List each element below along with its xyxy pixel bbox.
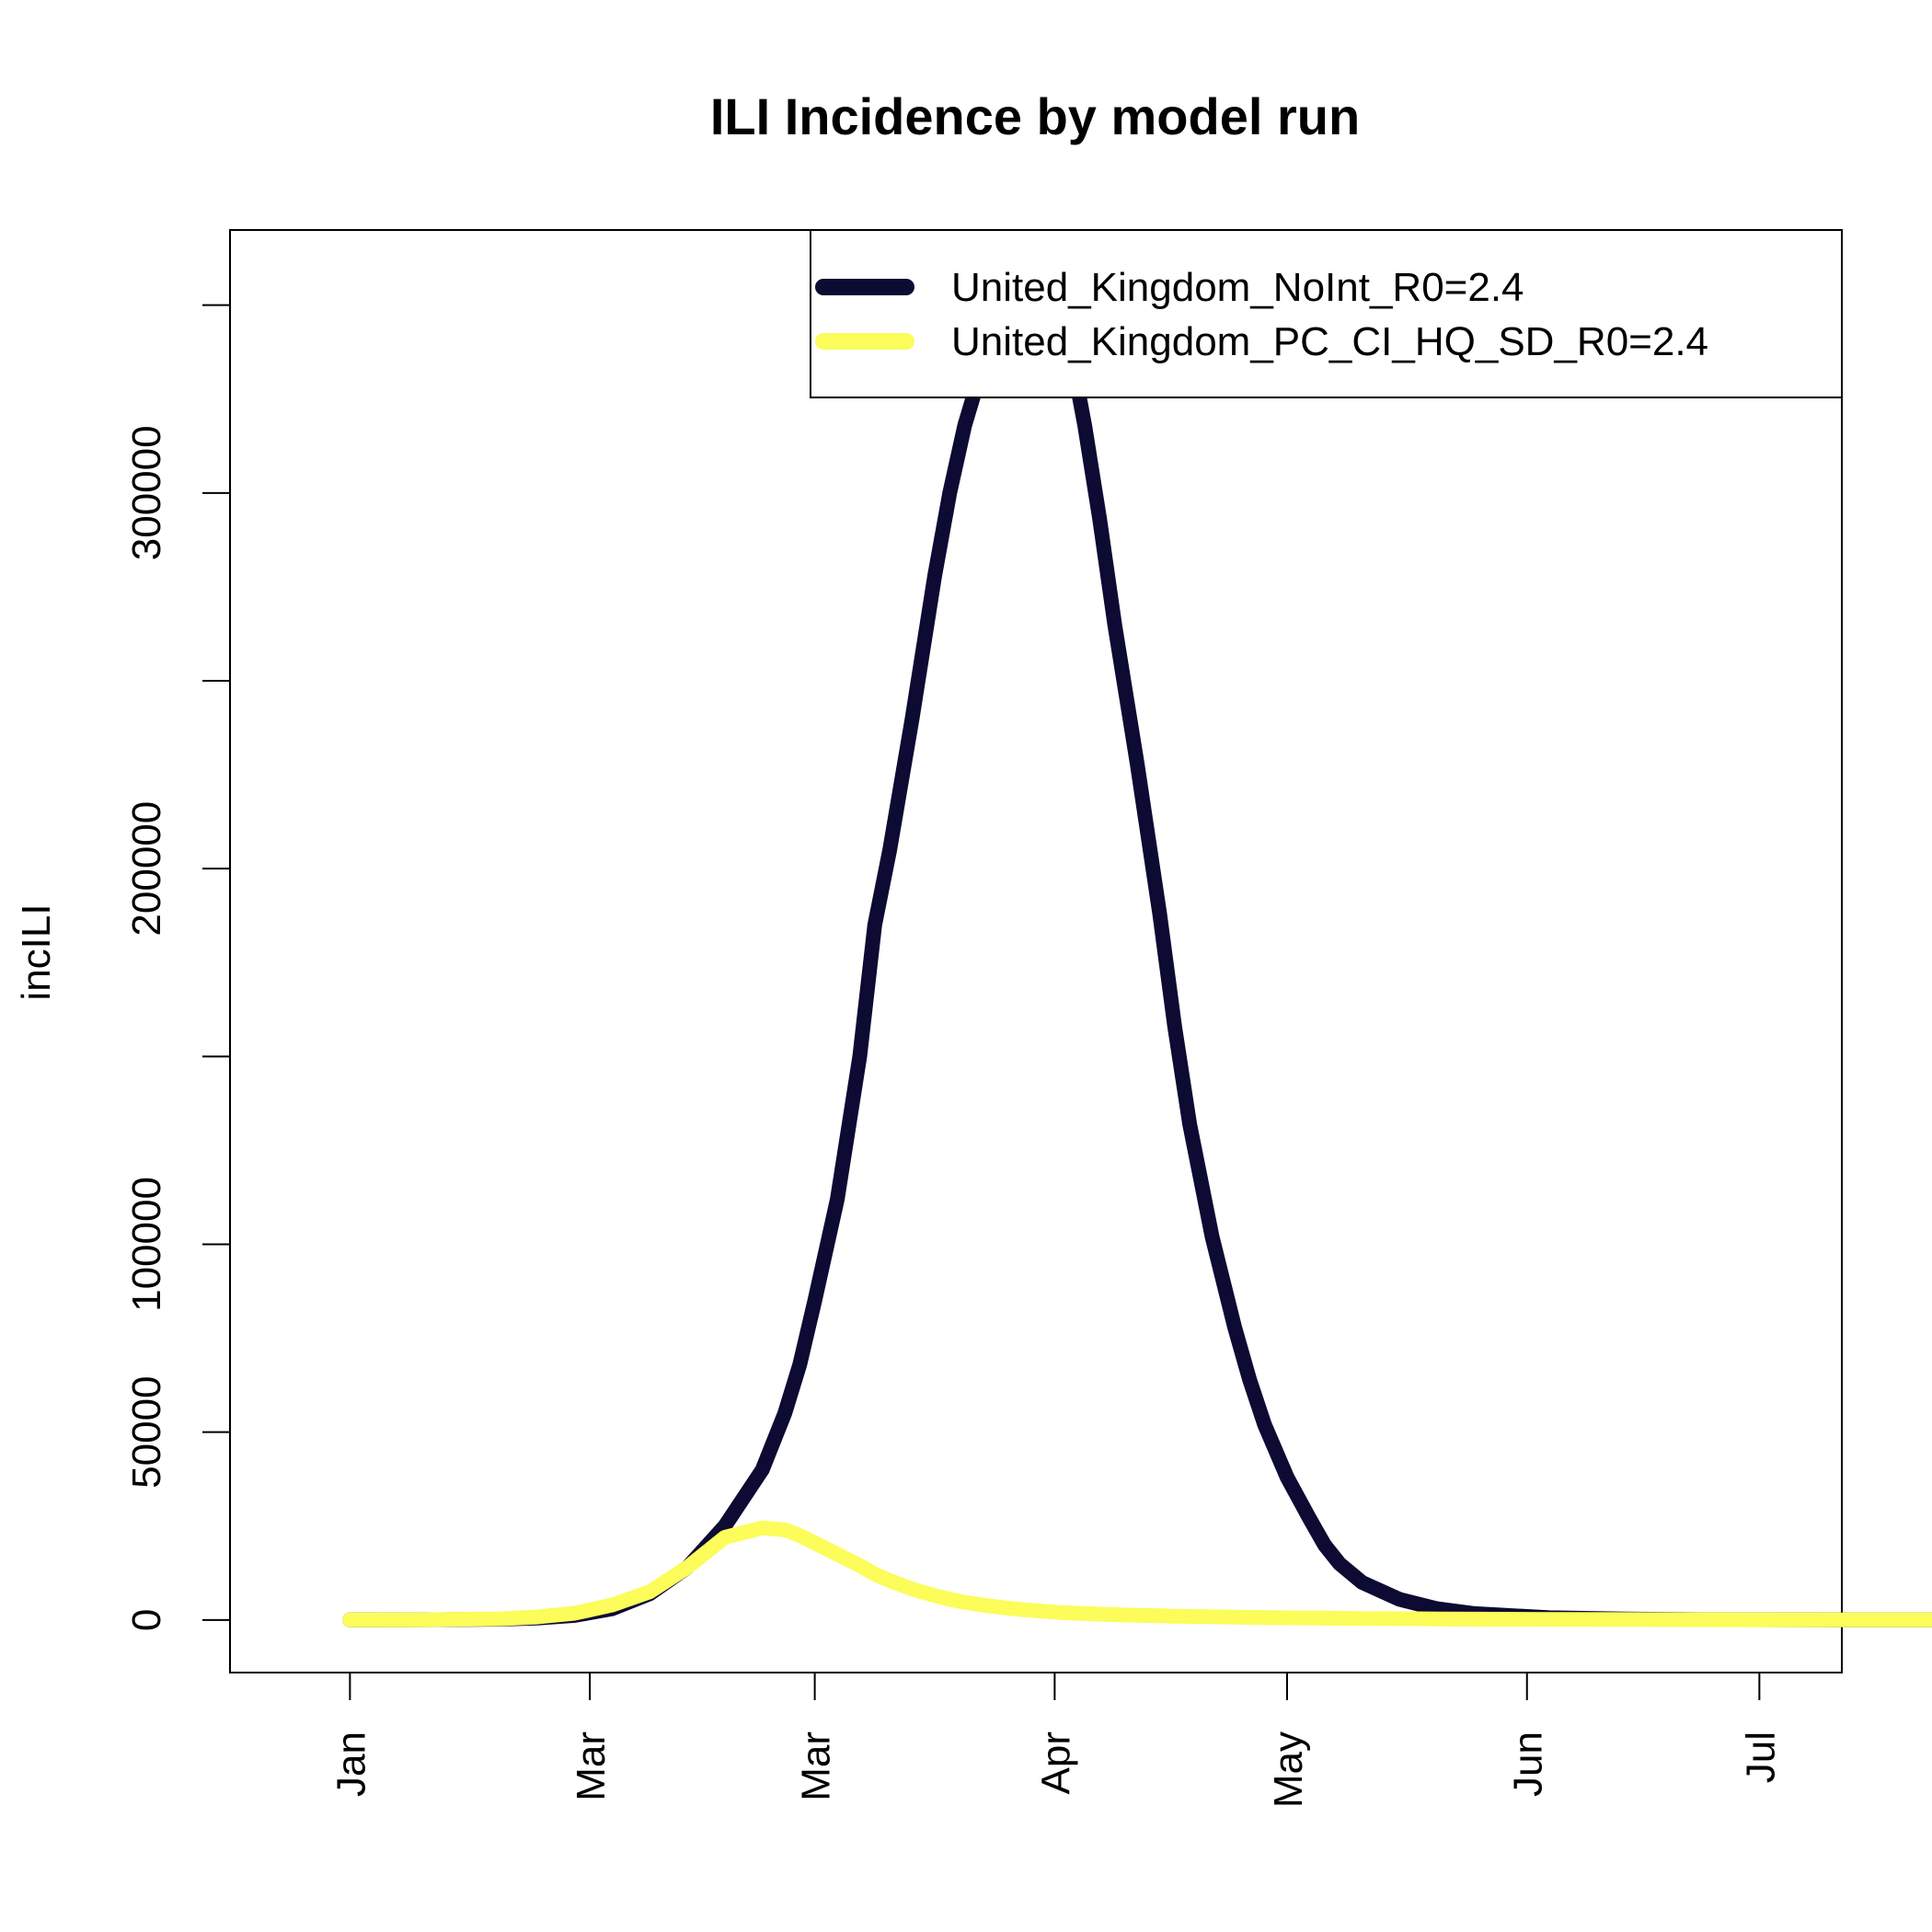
y-tick-label: 300000 [124, 425, 169, 560]
chart-title: ILI Incidence by model run [710, 87, 1360, 145]
x-axis: Jan Mar Mar Apr May Jun Jul [328, 1673, 1783, 1808]
plot-area-border [229, 229, 1843, 1673]
y-tick-label: 50000 [124, 1375, 169, 1488]
series-line-noint [342, 259, 1932, 1627]
x-tick-label: May [1266, 1731, 1311, 1808]
series-line-pc-ci-hq-sd [342, 1520, 1932, 1627]
legend: United_Kingdom_NoInt_R0=2.4 United_Kingd… [810, 229, 1843, 398]
x-tick-label: Mar [794, 1731, 839, 1801]
y-axis: 0 50000 100000 200000 300000 [124, 304, 230, 1631]
legend-box [810, 229, 1843, 398]
x-tick-label: Apr [1033, 1731, 1078, 1794]
y-tick-label: 200000 [124, 801, 169, 937]
series-layer [342, 259, 1932, 1627]
y-axis-label: incILI [14, 903, 59, 1000]
y-tick-label: 100000 [124, 1177, 169, 1312]
x-tick-label: Jun [1506, 1731, 1551, 1797]
legend-label-noint: United_Kingdom_NoInt_R0=2.4 [951, 265, 1524, 310]
legend-label-pc-ci-hq-sd: United_Kingdom_PC_CI_HQ_SD_R0=2.4 [951, 319, 1708, 364]
y-tick-label: 0 [124, 1609, 169, 1631]
x-tick-label: Jul [1738, 1731, 1783, 1783]
x-tick-label: Jan [328, 1731, 374, 1797]
x-tick-label: Mar [569, 1731, 614, 1801]
